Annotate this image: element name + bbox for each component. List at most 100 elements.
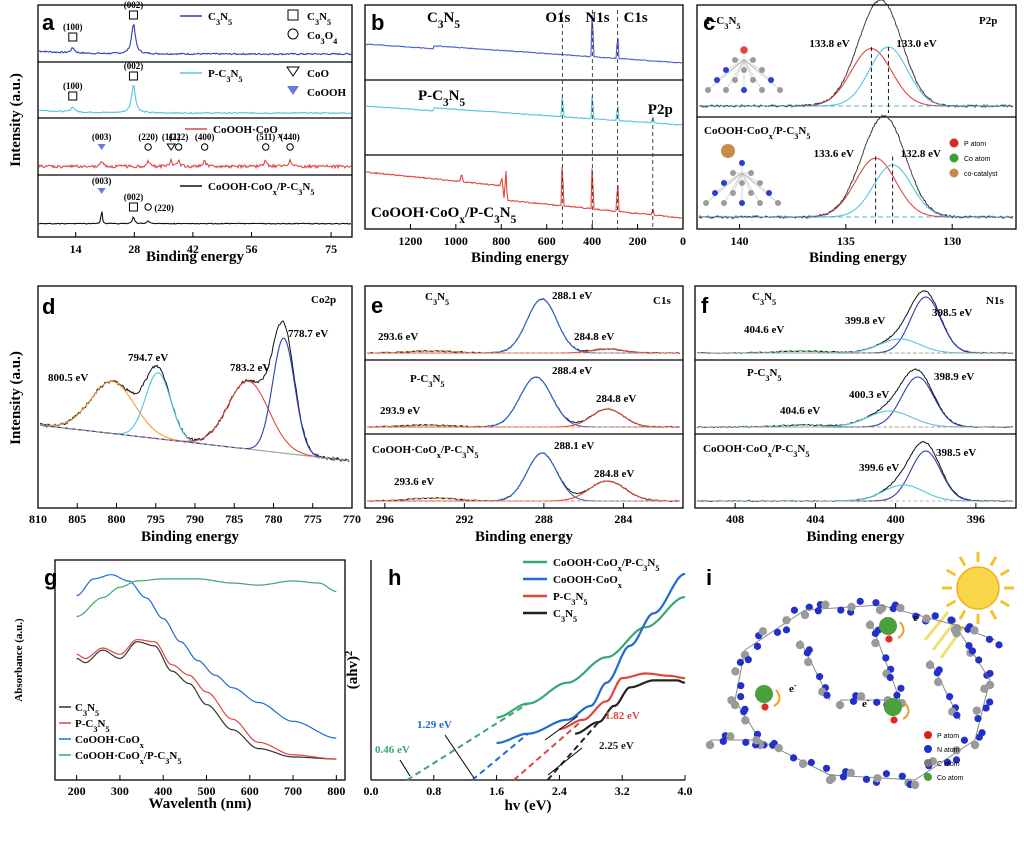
lattice-atom	[974, 714, 982, 723]
peak-label: 284.8 eV	[574, 331, 614, 343]
lattice-atom	[730, 700, 740, 710]
panel-i: i e-e-e- P atom N atom C atom Co atom	[705, 552, 1014, 790]
lattice-atom	[800, 610, 810, 620]
lattice-atom	[972, 706, 981, 715]
x-axis-title: Binding energy	[146, 249, 244, 265]
lattice-atom	[896, 603, 905, 613]
lattice-atom	[737, 682, 745, 690]
lattice-atom	[753, 642, 762, 650]
legend-label: C3N5	[553, 608, 577, 624]
bond	[741, 172, 761, 204]
arrow-line	[399, 759, 411, 777]
series-line-P-C3N5	[38, 85, 352, 115]
atom-icon	[777, 87, 783, 93]
fit-component	[697, 338, 1013, 354]
sun-ray	[958, 556, 967, 567]
lattice-atom	[873, 698, 881, 706]
lattice-atom	[952, 756, 961, 764]
lattice-atom	[975, 656, 983, 664]
peak-label: (111)	[162, 132, 181, 142]
lattice-atom	[872, 599, 880, 607]
peak-label: (440)	[280, 132, 300, 142]
peak-label: 794.7 eV	[128, 352, 168, 364]
bond	[732, 172, 743, 194]
y-axis-title: Absorbance (a.u.)	[13, 618, 25, 702]
atom-icon	[759, 67, 765, 73]
legend-label: P-C3N5	[208, 68, 243, 84]
series-line-CoOOH·CoOx	[496, 572, 686, 744]
legend-label: CoOOH·CoOx	[75, 734, 145, 750]
legend-label: Co atom	[937, 775, 964, 782]
lattice-atom	[805, 603, 813, 611]
legend-label: CoOOH·CoOx/P-C3N5	[553, 557, 660, 573]
fit-envelope	[699, 115, 1013, 218]
lattice-atom	[986, 669, 994, 678]
x-tick-label: 56	[246, 242, 258, 256]
fit-component	[697, 410, 1013, 428]
peak-label: (002)	[124, 61, 144, 71]
x-tick-label: 400	[887, 512, 905, 526]
lattice-atom	[774, 743, 783, 753]
x-tick-label: 600	[241, 784, 259, 798]
lattice-atom	[873, 774, 882, 783]
electron-label: e-	[789, 681, 797, 696]
series-line-CoOOH·CoOx/P-C3N5	[365, 167, 683, 219]
peak-label: (003)	[92, 176, 112, 186]
lattice-atom	[789, 754, 798, 762]
peak-label: (002)	[124, 192, 144, 202]
light-beam	[923, 611, 950, 641]
atom-icon	[741, 87, 747, 93]
x-tick-label: 785	[225, 512, 243, 526]
peak-label: 399.8 eV	[845, 315, 885, 327]
panel-letter: g	[44, 565, 57, 590]
series-line-P-C3N5	[365, 96, 683, 126]
peak-label: O1s	[545, 10, 570, 26]
x-tick-label: 28	[128, 242, 140, 256]
y-axis-title: (ahv)2	[344, 651, 362, 690]
series-line-CoOOH·CoOx	[76, 574, 337, 739]
legend-label: C3N5	[307, 11, 331, 27]
fit-component	[367, 424, 680, 428]
lattice-atom	[871, 638, 880, 648]
lattice-atom	[758, 627, 768, 636]
panel-letter: e	[371, 293, 383, 318]
x-tick-label: 500	[197, 784, 215, 798]
panel-c: 133.8 eV 133.0 eV 133.6 eV 132.8 eV P-C3N5 Co…	[697, 0, 1016, 266]
peak-label: 293.6 eV	[378, 331, 418, 343]
x-axis-title: Binding energy	[471, 250, 569, 266]
stack-label: C3N5	[752, 291, 776, 307]
bond	[723, 172, 743, 204]
x-axis-title: Binding energy	[807, 529, 905, 545]
panel-letter: c	[703, 10, 715, 35]
peak-label: 783.2 eV	[230, 362, 270, 374]
sun-ray	[999, 599, 1010, 608]
lattice-atom	[731, 667, 740, 676]
x-axis-e: 296 292 288 284	[376, 503, 632, 526]
atom-icon	[730, 170, 736, 176]
co-atom-icon	[879, 617, 897, 635]
component-label: 132.8 eV	[901, 148, 941, 160]
x-tick-label: 296	[376, 512, 394, 526]
peak-label: 288.4 eV	[552, 365, 592, 377]
bond	[725, 59, 745, 91]
atom-icon	[775, 200, 781, 206]
bond	[725, 59, 745, 71]
co-atom-icon	[884, 698, 902, 716]
atom-icon	[759, 87, 765, 93]
arrow-line	[444, 734, 475, 779]
series-line-CoOOH·CoOx/P-C3N5	[496, 596, 686, 719]
lattice-atom	[970, 626, 979, 635]
x-tick-label: 1200	[398, 234, 422, 248]
lattice-atom	[995, 641, 1003, 649]
sun-ray	[989, 556, 998, 567]
co3o4-marker	[262, 143, 270, 151]
series-line-C3N5	[76, 641, 337, 760]
atom-icon	[757, 180, 763, 186]
lattice-atom	[970, 740, 980, 750]
panel-c-frame	[696, 4, 1017, 230]
peak-label: P2p	[648, 102, 673, 118]
peak-label: 293.6 eV	[394, 476, 434, 488]
panel-a-frame	[37, 4, 353, 238]
tangent-line	[546, 721, 600, 781]
